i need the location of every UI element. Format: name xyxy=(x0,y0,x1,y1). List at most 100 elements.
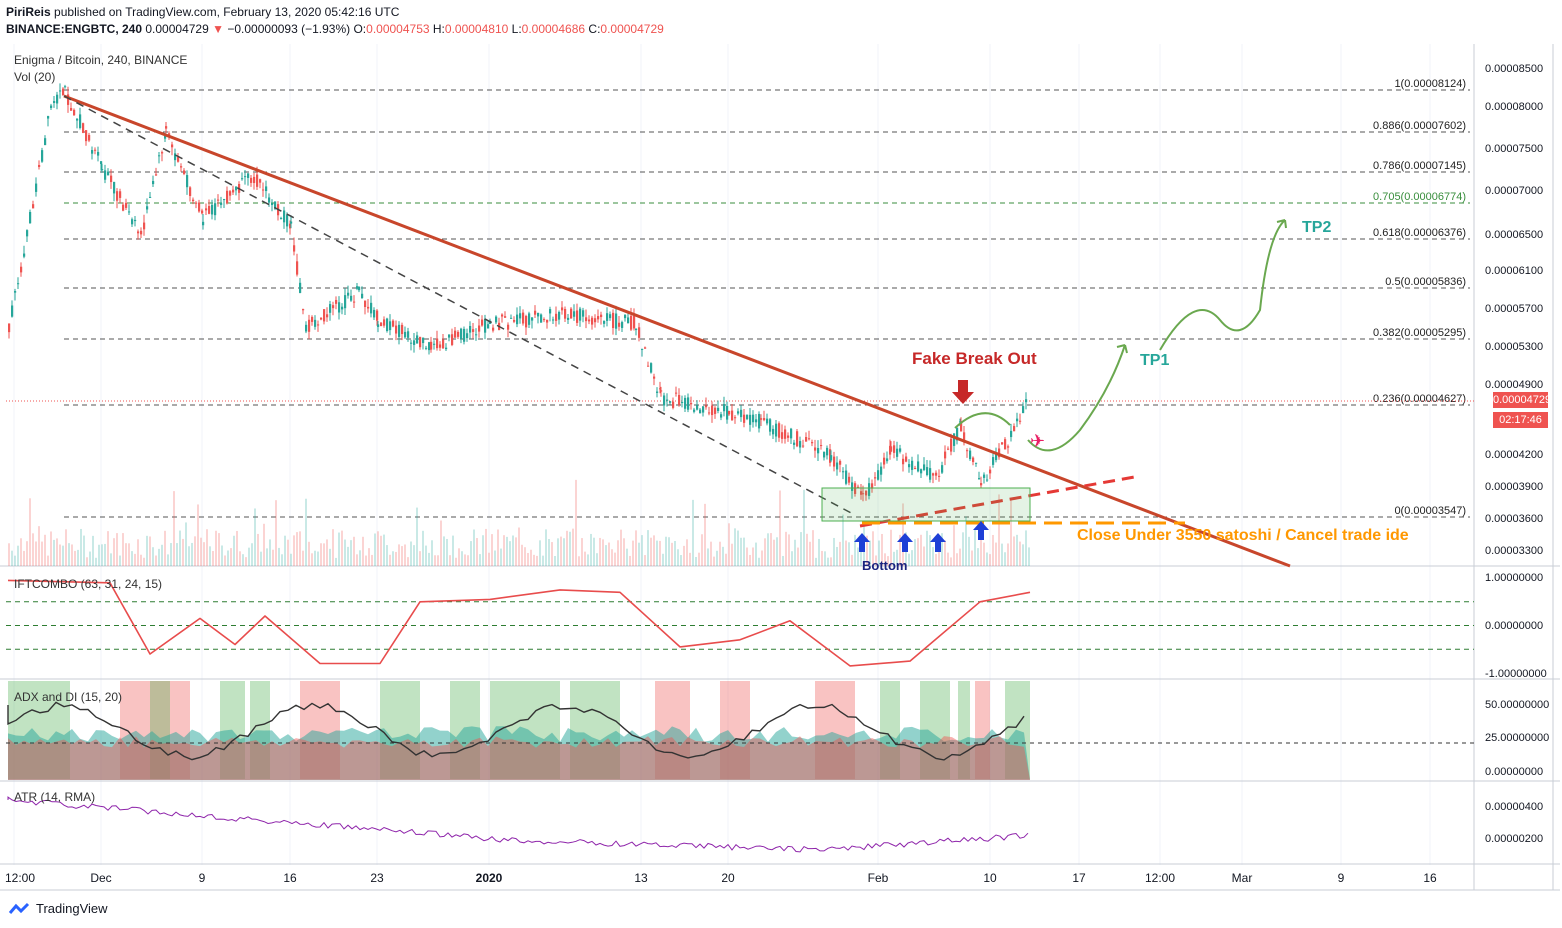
volume-bar xyxy=(377,531,379,566)
volume-bar xyxy=(89,551,91,566)
ift-legend[interactable]: IFTCOMBO (63, 31, 24, 15) xyxy=(14,577,163,591)
volume-bar xyxy=(587,554,589,566)
publisher-line: PiriReis published on TradingView.com, F… xyxy=(6,5,399,19)
candle-body xyxy=(119,191,122,198)
volume-bar xyxy=(434,555,436,566)
candle-body xyxy=(998,448,1001,458)
time-axis-label: 9 xyxy=(1338,871,1345,885)
volume-bar xyxy=(590,533,592,566)
volume-bar xyxy=(287,539,289,566)
fib-label-3: 0.705(0.00006774) xyxy=(1373,191,1466,203)
volume-bar xyxy=(785,531,787,566)
candle-body xyxy=(79,114,82,129)
candle-body xyxy=(41,150,44,162)
volume-bar xyxy=(881,533,883,566)
candle-body xyxy=(1022,406,1025,414)
candle-body xyxy=(91,150,94,154)
symbol[interactable]: BINANCE:ENGBTC, 240 xyxy=(6,22,143,36)
candle-body xyxy=(131,219,134,225)
volume-bar xyxy=(581,538,583,566)
candle-body xyxy=(164,135,167,139)
volume-bar xyxy=(533,554,535,566)
time-axis-label: 13 xyxy=(634,871,648,885)
open-value: 0.00004753 xyxy=(366,22,430,36)
candle-body xyxy=(302,309,305,311)
candle-body xyxy=(296,261,299,275)
tradingview-footer[interactable]: TradingView xyxy=(8,901,108,916)
volume-bar xyxy=(236,530,238,566)
ift-axis-label: 1.00000000 xyxy=(1485,572,1543,584)
price-axis-label: 0.00006100 xyxy=(1485,265,1543,277)
candle-body xyxy=(407,331,410,338)
volume-bar xyxy=(398,544,400,566)
candle-body xyxy=(419,336,422,348)
adx-legend[interactable]: ADX and DI (15, 20) xyxy=(14,690,123,704)
volume-bar xyxy=(143,557,145,566)
volume-bar xyxy=(752,547,754,566)
volume-bar xyxy=(386,545,388,566)
volume-bar xyxy=(569,531,571,566)
candle-body xyxy=(128,211,131,213)
candle-body xyxy=(653,376,656,379)
volume-bar xyxy=(674,541,676,566)
candle-body xyxy=(383,319,386,326)
volume-bar xyxy=(239,551,241,566)
candle-body xyxy=(663,395,666,406)
candle-body xyxy=(186,175,189,188)
volume-bar xyxy=(380,535,382,566)
candle-body xyxy=(570,308,573,319)
volume-bar xyxy=(512,535,514,566)
volume-bar xyxy=(476,538,478,566)
volume-bar xyxy=(917,538,919,566)
candle-body xyxy=(659,388,662,390)
candle-body xyxy=(941,465,944,473)
candle-body xyxy=(635,328,638,331)
candle-body xyxy=(932,473,935,476)
candle-body xyxy=(543,319,546,321)
candle-body xyxy=(442,339,445,349)
candle-body xyxy=(576,310,579,323)
volume-bar xyxy=(572,528,574,566)
volume-legend[interactable]: Vol (20) xyxy=(14,70,56,84)
volume-bar xyxy=(389,554,391,566)
volume-bar xyxy=(497,529,499,566)
candle-body xyxy=(675,392,678,394)
candle-body xyxy=(612,312,615,329)
candle-body xyxy=(618,322,621,327)
candle-body xyxy=(386,318,389,332)
time-axis-label: Dec xyxy=(90,871,111,885)
volume-bar xyxy=(500,548,502,566)
atr-legend[interactable]: ATR (14, RMA) xyxy=(14,790,96,804)
candle-body xyxy=(88,135,91,141)
volume-bar xyxy=(842,514,844,566)
candle-body xyxy=(401,324,404,335)
volume-bar xyxy=(755,542,757,566)
candle-body xyxy=(50,105,53,108)
volume-bar xyxy=(320,543,322,566)
candle-body xyxy=(492,327,495,331)
main-legend[interactable]: Enigma / Bitcoin, 240, BINANCE xyxy=(14,53,188,67)
candle-body xyxy=(877,470,880,480)
candle-body xyxy=(638,327,641,338)
volume-bar xyxy=(653,535,655,566)
candle-body xyxy=(217,199,220,201)
price-axis-label: 0.00005700 xyxy=(1485,303,1543,315)
volume-bar xyxy=(593,537,595,566)
volume-bar xyxy=(812,530,814,566)
volume-bar xyxy=(374,533,376,566)
candle-body xyxy=(868,483,871,496)
candle-body xyxy=(778,423,781,438)
volume-bar xyxy=(866,535,868,566)
volume-bar xyxy=(356,554,358,566)
candle-body xyxy=(229,191,232,196)
volume-bar xyxy=(83,535,85,566)
candle-body xyxy=(929,468,932,480)
volume-bar xyxy=(479,554,481,566)
publisher-name[interactable]: PiriReis xyxy=(6,5,51,19)
candle-body xyxy=(410,342,413,344)
candle-body xyxy=(463,328,466,342)
volume-bar xyxy=(929,535,931,566)
candle-body xyxy=(44,138,47,146)
volume-bar xyxy=(815,557,817,566)
